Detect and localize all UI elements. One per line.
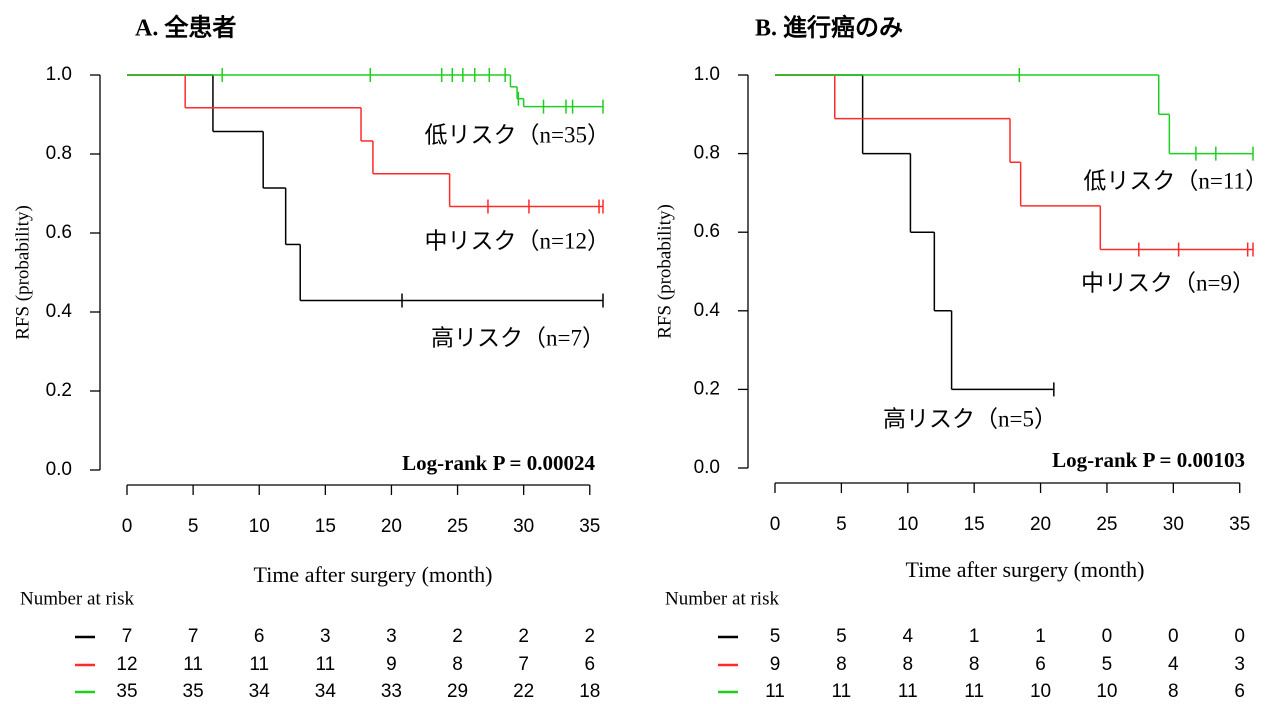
risk-count: 4: [1168, 654, 1179, 675]
risk-count: 18: [579, 681, 600, 702]
risk-table-title: Number at risk: [20, 588, 134, 609]
risk-count: 5: [770, 626, 781, 647]
x-tick-label: 30: [1163, 514, 1184, 535]
risk-count: 11: [183, 654, 203, 675]
risk-count: 10: [1030, 681, 1051, 702]
risk-count: 2: [452, 626, 463, 647]
chart-title: A. 全患者: [135, 14, 236, 42]
risk-count: 9: [770, 654, 781, 675]
y-tick-label: 0.8: [694, 143, 720, 164]
x-tick-label: 0: [770, 514, 781, 535]
risk-count: 3: [1234, 654, 1245, 675]
risk-count: 0: [1234, 626, 1245, 647]
x-tick-label: 5: [836, 514, 847, 535]
x-tick-label: 30: [513, 516, 534, 537]
risk-count: 8: [1168, 681, 1179, 702]
log-rank: Log-rank P = 0.00024: [402, 451, 595, 475]
risk-count: 7: [518, 654, 529, 675]
risk-count: 35: [116, 681, 137, 702]
x-tick-label: 0: [122, 516, 133, 537]
x-tick-label: 20: [381, 516, 402, 537]
y-tick-label: 0.6: [46, 222, 72, 243]
km-curve: [775, 74, 1055, 397]
risk-count: 0: [1168, 626, 1179, 647]
risk-count: 29: [447, 681, 468, 702]
risk-count: 6: [254, 626, 265, 647]
risk-count: 8: [836, 654, 847, 675]
risk-count: 11: [249, 654, 269, 675]
risk-count: 1: [969, 626, 980, 647]
risk-count: 34: [315, 681, 337, 702]
series-label: 低リスク（n=35）: [425, 122, 610, 147]
risk-count: 6: [1035, 654, 1046, 675]
x-axis-label: Time after surgery (month): [906, 557, 1145, 582]
y-tick-label: 0.2: [46, 380, 72, 401]
y-tick-label: 0.4: [46, 301, 73, 322]
km-curve: [775, 74, 1254, 257]
risk-count: 33: [381, 681, 402, 702]
risk-count: 11: [964, 681, 984, 702]
y-tick-label: 1.0: [46, 64, 72, 85]
km-curve: [127, 74, 604, 308]
risk-count: 8: [902, 654, 913, 675]
y-axis-label: RFS (probability): [654, 204, 675, 339]
risk-count: 1: [1035, 626, 1046, 647]
risk-count: 5: [836, 626, 847, 647]
km-curve: [775, 68, 1254, 161]
series-label: 高リスク（n=5）: [883, 406, 1057, 431]
risk-count: 3: [386, 626, 397, 647]
risk-count: 4: [902, 626, 913, 647]
risk-count: 8: [969, 654, 980, 675]
risk-count: 2: [518, 626, 529, 647]
y-axis-label: RFS (probability): [12, 205, 33, 340]
y-tick-label: 1.0: [694, 64, 720, 85]
risk-count: 0: [1102, 626, 1113, 647]
chart-title: B. 進行癌のみ: [755, 14, 903, 42]
risk-count: 8: [452, 654, 463, 675]
x-tick-label: 15: [315, 516, 336, 537]
y-tick-label: 0.6: [694, 221, 720, 242]
y-tick-label: 0.4: [694, 300, 721, 321]
risk-count: 11: [898, 681, 918, 702]
risk-count: 3: [320, 626, 331, 647]
x-tick-label: 35: [579, 516, 600, 537]
risk-count: 12: [116, 654, 137, 675]
y-tick-label: 0.2: [694, 378, 720, 399]
risk-count: 11: [315, 654, 335, 675]
risk-count: 35: [183, 681, 204, 702]
series-label: 低リスク（n=11）: [1083, 168, 1268, 193]
risk-count: 6: [1234, 681, 1245, 702]
risk-table-title: Number at risk: [665, 588, 779, 609]
risk-count: 10: [1096, 681, 1117, 702]
x-tick-label: 25: [1096, 514, 1117, 535]
series-label: 高リスク（n=7）: [431, 325, 605, 350]
risk-count: 7: [188, 626, 199, 647]
risk-count: 9: [386, 654, 397, 675]
y-tick-label: 0.8: [46, 143, 72, 164]
log-rank: Log-rank P = 0.00103: [1052, 448, 1245, 472]
risk-count: 11: [765, 681, 785, 702]
risk-count: 22: [513, 681, 534, 702]
x-tick-label: 10: [249, 516, 270, 537]
risk-count: 34: [249, 681, 271, 702]
x-tick-label: 20: [1030, 514, 1051, 535]
y-tick-label: 0.0: [46, 459, 72, 480]
x-tick-label: 15: [964, 514, 985, 535]
series-label: 中リスク（n=12）: [425, 228, 610, 253]
x-tick-label: 35: [1229, 514, 1250, 535]
x-tick-label: 5: [188, 516, 199, 537]
km-curve: [127, 68, 604, 114]
risk-count: 6: [584, 654, 595, 675]
series-label: 中リスク（n=9）: [1081, 270, 1255, 295]
x-axis-label: Time after surgery (month): [254, 562, 493, 587]
risk-count: 7: [122, 626, 133, 647]
y-tick-label: 0.0: [694, 457, 720, 478]
risk-count: 11: [832, 681, 852, 702]
x-tick-label: 10: [897, 514, 918, 535]
x-tick-label: 25: [447, 516, 468, 537]
risk-count: 2: [584, 626, 595, 647]
risk-count: 5: [1102, 654, 1113, 675]
